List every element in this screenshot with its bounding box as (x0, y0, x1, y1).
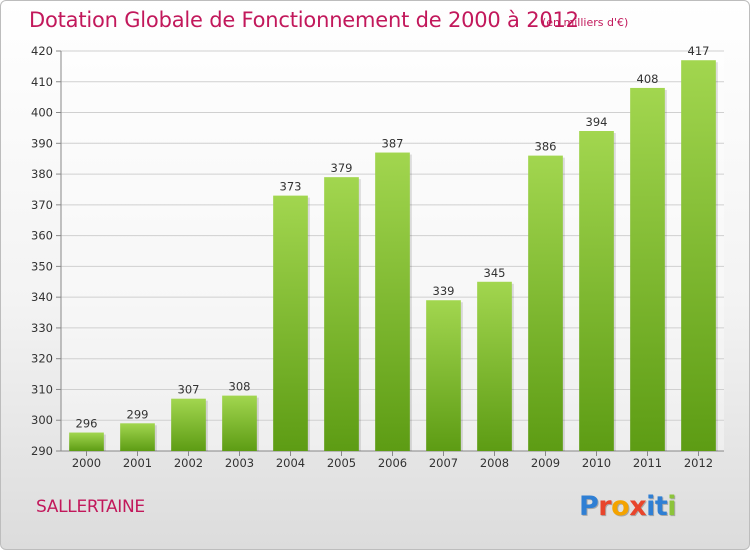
logo-letter: x (629, 491, 647, 522)
y-tick-label: 310 (31, 382, 53, 396)
bars (69, 60, 718, 452)
bar-2001 (120, 423, 155, 451)
x-tick-label: 2003 (225, 456, 254, 470)
x-tick-label: 2005 (327, 456, 356, 470)
data-label: 417 (688, 44, 710, 58)
data-label: 339 (433, 284, 455, 298)
data-label: 387 (382, 137, 404, 151)
bar-2004 (273, 195, 308, 451)
y-tick-label: 340 (31, 290, 53, 304)
data-label: 373 (280, 180, 302, 194)
x-tick-label: 2006 (378, 456, 407, 470)
bar-2007 (426, 300, 461, 451)
data-label: 345 (484, 266, 506, 280)
y-tick-label: 350 (31, 259, 53, 273)
data-label: 394 (586, 115, 608, 129)
x-tick-label: 2001 (123, 456, 152, 470)
x-tick-label: 2000 (72, 456, 101, 470)
y-tick-label: 300 (31, 413, 53, 427)
data-label: 386 (535, 140, 557, 154)
bar-2000 (69, 432, 104, 451)
logo-letter: P (579, 491, 599, 522)
bar-2006 (375, 152, 410, 452)
y-tick-label: 420 (31, 44, 53, 58)
y-tick-label: 380 (31, 167, 53, 181)
chart-title: Dotation Globale de Fonctionnement de 20… (29, 8, 579, 32)
y-tick-label: 290 (31, 444, 53, 458)
x-tick-label: 2004 (276, 456, 305, 470)
bar-2003 (222, 395, 257, 451)
bar-2002 (171, 398, 206, 451)
y-tick-label: 320 (31, 352, 53, 366)
bar-2009 (528, 155, 563, 451)
logo-letter: i (646, 491, 655, 522)
y-tick-label: 400 (31, 106, 53, 120)
data-label: 296 (76, 417, 98, 431)
logo-letter: i (667, 491, 677, 522)
bar-2005 (324, 177, 359, 451)
x-tick-label: 2010 (582, 456, 611, 470)
y-tick-label: 370 (31, 198, 53, 212)
y-tick-label: 360 (31, 229, 53, 243)
data-label: 299 (127, 407, 149, 421)
y-tick-label: 330 (31, 321, 53, 335)
data-label: 308 (229, 380, 251, 394)
bar-2012 (681, 60, 716, 451)
data-label: 379 (331, 161, 353, 175)
commune-name: SALLERTAINE (36, 497, 145, 517)
proxiti-logo[interactable]: Proxiti (579, 491, 677, 522)
x-tick-label: 2002 (174, 456, 203, 470)
data-labels: 296 299 307 308 373 379 387 339 345 386 394 408 417 (76, 44, 710, 430)
x-tick-label: 2008 (480, 456, 509, 470)
chart-unit: (en milliers d'€) (542, 16, 629, 29)
bar-2010 (579, 131, 614, 451)
logo-letter: r (598, 491, 612, 522)
x-tick-label: 2009 (531, 456, 560, 470)
data-label: 307 (178, 383, 200, 397)
x-tick-label: 2007 (429, 456, 458, 470)
data-label: 408 (637, 72, 659, 86)
logo-letter: o (611, 491, 630, 522)
x-tick-label: 2012 (684, 456, 713, 470)
bar-2011 (630, 87, 665, 451)
y-tick-label: 390 (31, 136, 53, 150)
x-tick-label: 2011 (633, 456, 662, 470)
logo-letter: t (654, 491, 668, 522)
bar-2008 (477, 281, 512, 451)
y-tick-label: 410 (31, 75, 53, 89)
